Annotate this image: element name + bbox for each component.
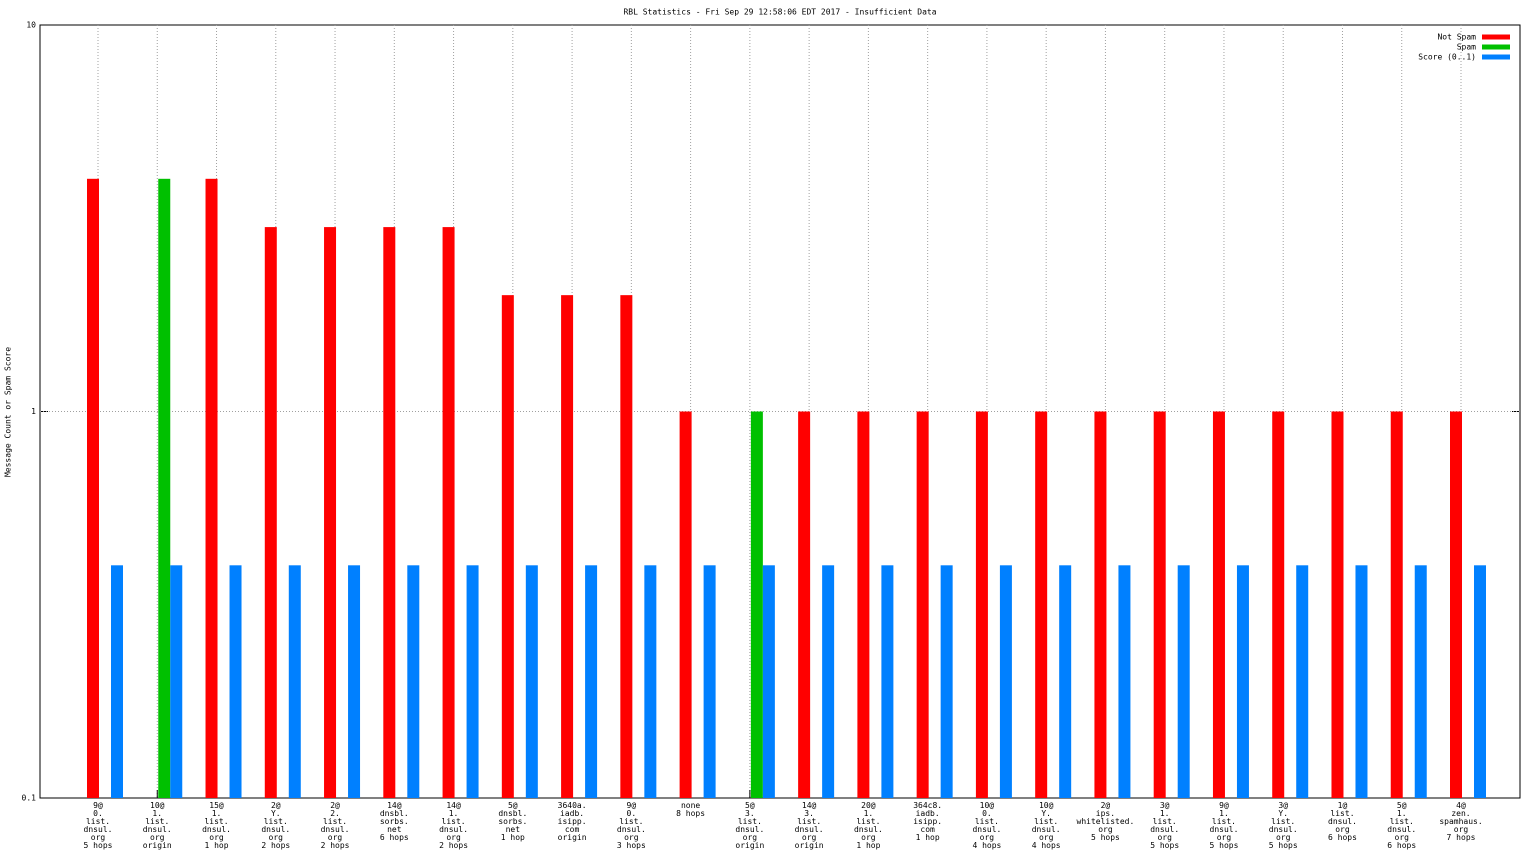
x-tick-label: 20@ 1. list. dnsul. org 1 hop [853, 801, 883, 850]
bar [383, 227, 396, 798]
bar [999, 565, 1012, 798]
x-tick-label: 2@ ips. whitelisted. org 5 hops [1076, 801, 1135, 842]
bar [798, 411, 811, 798]
x-tick-label: 1@ list. dnsul. org 6 hops [1328, 801, 1357, 842]
x-tick-label: 3@ 1. list. dnsul. org 5 hops [1150, 801, 1180, 850]
x-tick-label: 14@ 3. list. dnsul. org origin [794, 801, 824, 850]
x-tick-label: 2@ Y. list. dnsul. org 2 hops [261, 801, 291, 850]
bar [1212, 411, 1225, 798]
x-tick-label: 3640a. iadb. isipp. com origin [557, 801, 587, 842]
legend-swatch [1482, 34, 1510, 40]
y-tick-label: 1 [31, 407, 36, 416]
x-tick-label: 15@ 1. list. dnsul. org 1 hop [202, 801, 231, 850]
legend-swatch [1482, 44, 1510, 50]
bar [1450, 411, 1462, 798]
x-tick-label: 10@ 0. list. dnsul. org 4 hops [972, 801, 1002, 850]
bar [940, 565, 953, 798]
x-tick-label: 2@ 2. list. dnsul. org 2 hops [320, 801, 350, 850]
x-tick-label: 5@ 1. list. dnsul. org 6 hops [1387, 801, 1417, 850]
bar [111, 565, 123, 798]
y-axis-label: Message Count or Spam Score [4, 347, 13, 477]
bar [1390, 411, 1403, 798]
bar [750, 411, 763, 798]
bar [1355, 565, 1368, 798]
bar [442, 227, 455, 798]
bar [585, 565, 598, 798]
y-tick-label: 0.1 [22, 794, 37, 803]
bar [205, 178, 218, 798]
bar [525, 565, 538, 798]
bar [229, 565, 242, 798]
bar [170, 565, 183, 798]
x-tick-label: 9@ 0. list. dnsul. org 3 hops [616, 801, 646, 850]
bar [1414, 565, 1427, 798]
bar [620, 295, 633, 798]
bar [703, 565, 716, 798]
bar [1118, 565, 1131, 798]
bar [1094, 411, 1107, 798]
legend-label: Not Spam [1437, 33, 1476, 42]
bar [881, 565, 894, 798]
bar [1272, 411, 1285, 798]
bar [916, 411, 929, 798]
x-tick-label: 5@ dnsbl. sorbs. net 1 hop [498, 801, 528, 842]
bar [87, 178, 99, 798]
bar [857, 411, 870, 798]
bar [762, 565, 775, 798]
legend-label: Score (0..1) [1418, 53, 1476, 62]
bar [644, 565, 657, 798]
bar [1331, 411, 1344, 798]
x-tick-label: 9@ 0. list. dnsul. org 5 hops [83, 801, 113, 850]
bar [822, 565, 835, 798]
bar [407, 565, 420, 798]
y-tick-label: 10 [26, 21, 36, 30]
x-tick-label: 4@ zen. spamhaus. org 7 hops [1439, 801, 1483, 842]
bar [501, 295, 514, 798]
x-tick-label: none 8 hops [676, 801, 706, 818]
bar [264, 227, 277, 798]
x-tick-label: 364c8. iadb. isipp. com 1 hop [913, 801, 943, 842]
x-tick-label: 10@ 1. list. dnsul. org origin [142, 801, 172, 850]
bar [1059, 565, 1072, 798]
chart-title: RBL Statistics - Fri Sep 29 12:58:06 EDT… [623, 8, 936, 17]
x-tick-label: 14@ 1. list. dnsul. org 2 hops [439, 801, 469, 850]
x-tick-label: 10@ Y. list. dnsul. org 4 hops [1031, 801, 1061, 850]
bar [324, 227, 337, 798]
bar [1296, 565, 1309, 798]
bar [975, 411, 988, 798]
bar [1236, 565, 1249, 798]
x-tick-label: 3@ Y. list. dnsul. org 5 hops [1268, 801, 1298, 850]
bar [466, 565, 479, 798]
bar [348, 565, 361, 798]
bar [158, 178, 171, 798]
x-tick-label: 9@ 1. list. dnsul. org 5 hops [1209, 801, 1239, 850]
legend-label: Spam [1457, 43, 1476, 52]
bar [1153, 411, 1166, 798]
bar [679, 411, 692, 798]
x-tick-label: 14@ dnsbl. sorbs. net 6 hops [379, 801, 409, 842]
bar [1474, 565, 1486, 798]
bar [561, 295, 574, 798]
legend-swatch [1482, 54, 1510, 60]
x-tick-label: 5@ 3. list. dnsul. org origin [735, 801, 765, 850]
bar [288, 565, 301, 798]
bar [1035, 411, 1048, 798]
bar [1177, 565, 1190, 798]
